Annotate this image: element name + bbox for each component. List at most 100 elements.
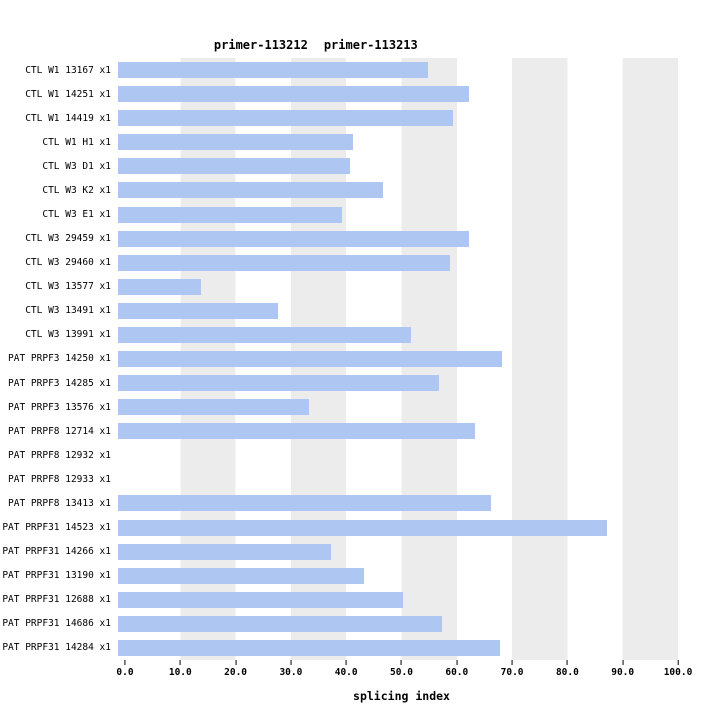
row-label: CTL W1 13167 x1 — [25, 64, 111, 76]
x-axis-tick: 70.0 — [501, 660, 524, 678]
chart-row: CTL W1 13167 x1 — [0, 58, 678, 82]
tick-mark — [456, 660, 458, 665]
chart-row: CTL W3 29459 x1 — [0, 227, 678, 251]
tick-label: 30.0 — [279, 667, 303, 678]
chart-row: PAT PRPF3 13576 x1 — [0, 395, 678, 419]
row-label: PAT PRPF8 12932 x1 — [8, 449, 111, 461]
chart-row: PAT PRPF31 13190 x1 — [0, 564, 678, 588]
tick-label: 20.0 — [224, 667, 248, 678]
bar-track — [118, 251, 671, 275]
bar-track — [118, 154, 671, 178]
bar — [118, 350, 503, 367]
tick-mark — [345, 660, 347, 665]
tick-mark — [124, 660, 126, 665]
row-label: PAT PRPF3 13576 x1 — [8, 401, 111, 413]
tick-mark — [235, 660, 237, 665]
row-label: CTL W3 13991 x1 — [25, 329, 111, 341]
chart-row: CTL W3 13491 x1 — [0, 299, 678, 323]
chart-row: CTL W1 14251 x1 — [0, 82, 678, 106]
chart-row: CTL W3 D1 x1 — [0, 154, 678, 178]
bar-track — [118, 467, 671, 491]
row-label: PAT PRPF31 14266 x1 — [2, 546, 111, 558]
row-label: CTL W3 K2 x1 — [42, 184, 111, 196]
bar — [118, 254, 450, 271]
tick-label: 60.0 — [445, 667, 469, 678]
row-label: CTL W3 29460 x1 — [25, 257, 111, 269]
bar-track — [118, 491, 671, 515]
bar-track — [118, 636, 671, 660]
x-axis: 0.0 10.0 20.0 30.0 40.0 50.0 60.0 70.0 80.0 90.0 1… — [116, 660, 692, 686]
tick-mark — [511, 660, 513, 665]
tick-mark — [400, 660, 402, 665]
x-axis-tick: 30.0 — [279, 660, 302, 678]
row-label: PAT PRPF3 14285 x1 — [8, 377, 111, 389]
bar — [118, 399, 309, 416]
chart-row: PAT PRPF8 12933 x1 — [0, 467, 678, 491]
tick-label: 100.0 — [663, 667, 693, 678]
tick-label: 40.0 — [334, 667, 358, 678]
bar-rows: CTL W1 13167 x1 CTL W1 14251 x1 CTL W1 144… — [0, 58, 678, 660]
bar-track — [118, 347, 671, 371]
x-axis-tick: 80.0 — [556, 660, 579, 678]
bar — [118, 158, 351, 175]
x-axis-tick: 0.0 — [116, 660, 134, 678]
row-label: PAT PRPF31 14284 x1 — [2, 642, 111, 654]
chart-row: PAT PRPF3 14285 x1 — [0, 371, 678, 395]
chart-row: CTL W3 13577 x1 — [0, 275, 678, 299]
chart-title-right: primer-113213 — [323, 38, 418, 52]
chart-row: PAT PRPF31 14284 x1 — [0, 636, 678, 660]
row-label: PAT PRPF31 14523 x1 — [2, 522, 111, 534]
row-label: PAT PRPF31 14686 x1 — [2, 618, 111, 630]
bar — [118, 375, 439, 392]
bar-track — [118, 227, 671, 251]
bar — [118, 278, 201, 295]
x-axis-tick: 10.0 — [169, 660, 192, 678]
bar-track — [118, 371, 671, 395]
bar-track — [118, 419, 671, 443]
row-label: PAT PRPF8 13413 x1 — [8, 497, 111, 509]
tick-label: 90.0 — [611, 667, 635, 678]
row-label: CTL W3 D1 x1 — [42, 160, 111, 172]
bar — [118, 110, 453, 127]
bar-track — [118, 443, 671, 467]
chart-row: PAT PRPF31 14523 x1 — [0, 515, 678, 539]
bar-track — [118, 515, 671, 539]
bar — [118, 423, 475, 440]
row-label: CTL W3 E1 x1 — [42, 209, 111, 220]
chart-row: PAT PRPF31 14266 x1 — [0, 540, 678, 564]
chart-row: PAT PRPF31 14686 x1 — [0, 612, 678, 636]
chart-row: CTL W3 29460 x1 — [0, 251, 678, 275]
bar — [118, 567, 365, 584]
row-label: CTL W3 29459 x1 — [25, 233, 111, 245]
chart-title: primer-113212 primer-113213 — [185, 24, 434, 66]
row-label: CTL W1 H1 x1 — [42, 136, 111, 148]
bar-track — [118, 106, 671, 130]
bar — [118, 230, 470, 247]
row-label: PAT PRPF8 12933 x1 — [8, 473, 111, 485]
bar-track — [118, 564, 671, 588]
tick-label: 10.0 — [168, 667, 192, 678]
bar — [118, 326, 412, 343]
bar — [118, 495, 492, 512]
row-label: CTL W3 13577 x1 — [25, 281, 111, 293]
chart-row: CTL W3 E1 x1 — [0, 202, 678, 226]
bar — [118, 302, 279, 319]
chart-title-left: primer-113212 — [213, 38, 308, 52]
tick-label: 0.0 — [116, 667, 134, 678]
tick-label: 70.0 — [500, 667, 524, 678]
chart-row: PAT PRPF31 12688 x1 — [0, 588, 678, 612]
row-label: CTL W1 14419 x1 — [25, 112, 111, 124]
x-axis-tick: 20.0 — [224, 660, 247, 678]
tick-mark — [622, 660, 624, 665]
bar — [118, 206, 342, 223]
tick-mark — [179, 660, 181, 665]
bar-track — [118, 275, 671, 299]
bar-track — [118, 299, 671, 323]
bar-track — [118, 395, 671, 419]
bar-track — [118, 588, 671, 612]
bar — [118, 134, 354, 151]
x-axis-label: splicing index — [353, 689, 450, 703]
chart-row: PAT PRPF3 14250 x1 — [0, 347, 678, 371]
tick-mark — [290, 660, 292, 665]
